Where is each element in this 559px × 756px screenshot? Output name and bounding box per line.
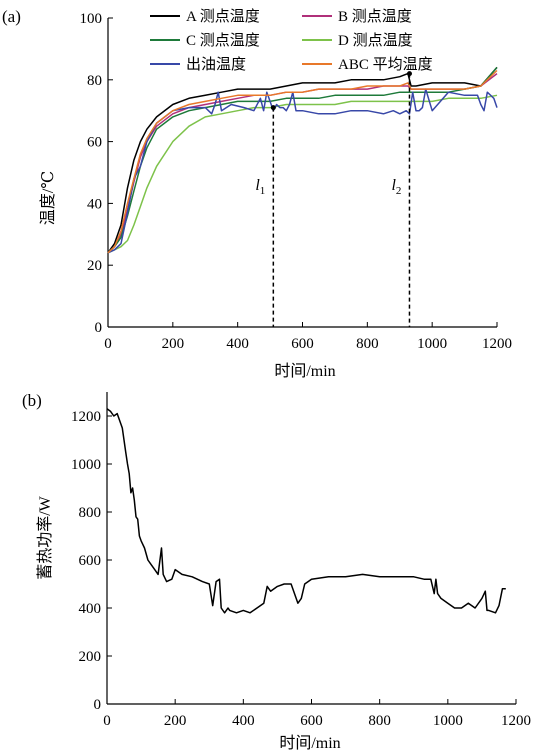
x-tick-label: 1200 (501, 713, 531, 729)
marker-label-0: l1 (255, 177, 265, 197)
panel-a-label: (a) (2, 7, 21, 26)
panel-b-x-axis-label: 时间/min (279, 734, 340, 752)
panel-a-x-axis-label: 时间/min (274, 362, 335, 380)
legend-label-2: C 测点温度 (186, 32, 260, 49)
series-line-a-2 (107, 66, 498, 254)
legend-label-5: ABC 平均温度 (338, 56, 433, 73)
x-tick-label: 1000 (433, 713, 463, 729)
x-tick-label: 600 (291, 336, 314, 352)
series-line-a-3 (107, 94, 498, 254)
series-line-b-0 (106, 408, 506, 614)
y-tick-label: 0 (94, 697, 102, 713)
panel-b-y-axis-label: 蓄热功率/W (36, 495, 54, 579)
y-tick-label: 600 (79, 553, 102, 569)
marker-subscript-1: 2 (396, 185, 402, 197)
x-tick-label: 1200 (482, 336, 512, 352)
y-tick-label: 0 (95, 320, 103, 336)
series-line-a-4 (107, 88, 498, 254)
x-tick-label: 400 (232, 713, 255, 729)
panel-a-series-lines (107, 66, 498, 254)
y-tick-label: 100 (80, 11, 103, 27)
x-tick-label: 0 (104, 336, 112, 352)
panel-b-label: (b) (22, 391, 42, 410)
legend-label-4: 出油温度 (186, 56, 246, 73)
marker-point-0 (270, 105, 276, 111)
y-tick-label: 80 (87, 73, 102, 89)
panel-b-series-lines (106, 408, 506, 614)
x-tick-label: 800 (368, 713, 391, 729)
panel-a-temperature-chart: (a) 0 200 400 600 800 1000 1200 0 20 40 60 80 100 l1… (2, 7, 512, 380)
marker-point-1 (406, 71, 412, 77)
panel-a-axes: 0 200 400 600 800 1000 1200 0 20 40 60 80 100 (80, 11, 513, 352)
y-tick-label: 200 (79, 649, 102, 665)
marker-label-1: l2 (391, 177, 401, 197)
x-tick-label: 400 (226, 336, 249, 352)
y-tick-label: 40 (87, 196, 102, 212)
panel-b-axes: 0 200 400 600 800 1000 1200 0 200 400 600 800 1000 12… (71, 392, 531, 729)
x-tick-label: 1000 (417, 336, 447, 352)
y-tick-label: 60 (87, 135, 102, 151)
x-tick-label: 600 (300, 713, 323, 729)
marker-subscript-0: 1 (260, 185, 266, 197)
y-tick-label: 1000 (71, 457, 101, 473)
series-line-a-5 (107, 69, 498, 254)
y-tick-label: 400 (79, 601, 102, 617)
x-tick-label: 200 (162, 336, 185, 352)
panel-b-power-chart: (b) 0 200 400 600 800 1000 1200 0 200 400 600 800 10… (22, 391, 531, 752)
panel-a-y-axis-label: 温度/℃ (39, 171, 57, 225)
x-tick-label: 200 (164, 713, 187, 729)
legend-label-3: D 测点温度 (338, 32, 413, 49)
legend-label-0: A 测点温度 (186, 8, 260, 25)
panel-a-annotations: l1 l2 (255, 71, 412, 327)
series-line-a-0 (107, 66, 498, 254)
y-tick-label: 800 (79, 505, 102, 521)
x-tick-label: 800 (356, 336, 379, 352)
y-tick-label: 20 (87, 258, 102, 274)
x-tick-label: 0 (103, 713, 111, 729)
legend-label-1: B 测点温度 (338, 8, 412, 25)
y-tick-label: 1200 (71, 409, 101, 425)
